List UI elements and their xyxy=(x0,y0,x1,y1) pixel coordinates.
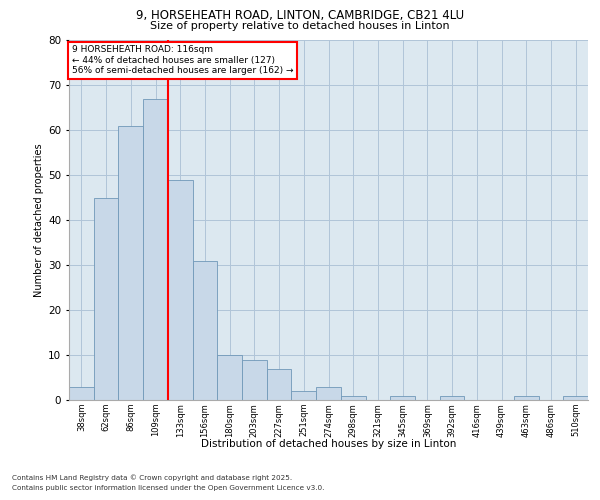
Bar xyxy=(341,396,365,400)
Text: 9, HORSEHEATH ROAD, LINTON, CAMBRIDGE, CB21 4LU: 9, HORSEHEATH ROAD, LINTON, CAMBRIDGE, C… xyxy=(136,9,464,22)
X-axis label: Distribution of detached houses by size in Linton: Distribution of detached houses by size … xyxy=(201,440,456,450)
Text: Contains HM Land Registry data © Crown copyright and database right 2025.: Contains HM Land Registry data © Crown c… xyxy=(12,474,292,481)
Bar xyxy=(440,396,464,400)
Text: 9 HORSEHEATH ROAD: 116sqm
← 44% of detached houses are smaller (127)
56% of semi: 9 HORSEHEATH ROAD: 116sqm ← 44% of detac… xyxy=(71,46,293,75)
Bar xyxy=(563,396,588,400)
Y-axis label: Number of detached properties: Number of detached properties xyxy=(34,143,44,297)
Bar xyxy=(168,180,193,400)
Bar xyxy=(94,198,118,400)
Text: Contains public sector information licensed under the Open Government Licence v3: Contains public sector information licen… xyxy=(12,485,325,491)
Text: Size of property relative to detached houses in Linton: Size of property relative to detached ho… xyxy=(150,21,450,31)
Bar xyxy=(118,126,143,400)
Bar xyxy=(217,355,242,400)
Bar xyxy=(143,98,168,400)
Bar xyxy=(316,386,341,400)
Bar xyxy=(69,386,94,400)
Bar xyxy=(193,260,217,400)
Bar xyxy=(267,368,292,400)
Bar xyxy=(242,360,267,400)
Bar xyxy=(292,391,316,400)
Bar xyxy=(390,396,415,400)
Bar xyxy=(514,396,539,400)
